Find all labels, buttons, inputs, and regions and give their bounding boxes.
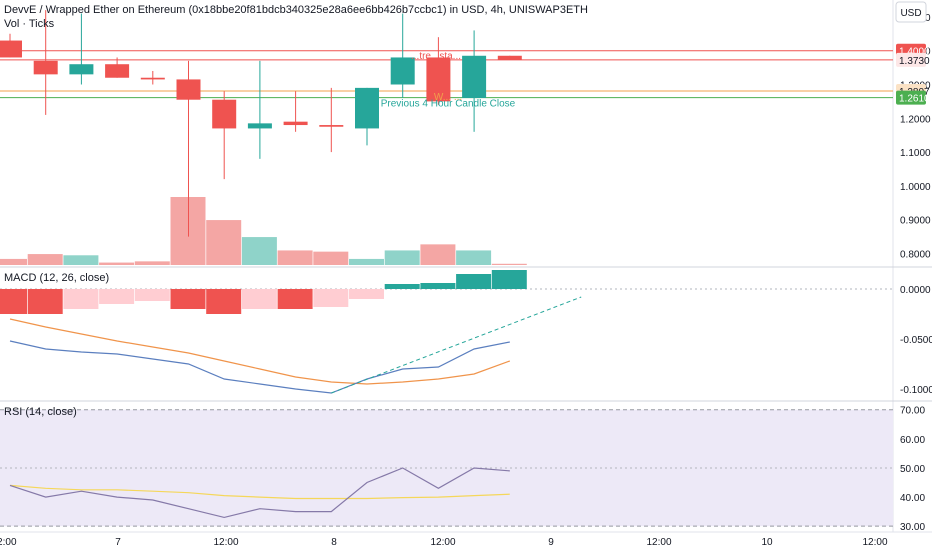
time-tick-label: 9 xyxy=(548,537,554,548)
chart-title: DevvE / Wrapped Ether on Ethereum (0x18b… xyxy=(4,4,588,16)
macd-histogram-bar xyxy=(491,270,527,289)
macd-signal-line xyxy=(9,318,511,385)
price-level-badge[interactable] xyxy=(896,52,926,67)
candle-body[interactable] xyxy=(0,40,22,58)
time-tick-label: 10 xyxy=(761,537,773,548)
macd-histogram-bar xyxy=(277,289,313,309)
rsi-line xyxy=(9,467,510,519)
macd-histogram-bar xyxy=(349,289,384,299)
price-tick-label: 0.8000 xyxy=(900,249,931,260)
price-level-badge-label: 1.4000 xyxy=(899,47,930,58)
candle-body[interactable] xyxy=(69,64,94,75)
volume-bars xyxy=(0,197,527,265)
candle-body[interactable] xyxy=(497,55,522,60)
volume-bar xyxy=(27,254,63,265)
volume-bar xyxy=(63,255,99,265)
price-level-badge-label: 1.2610 xyxy=(899,94,930,105)
macd-histogram-bar xyxy=(27,289,63,314)
rsi-ma-line xyxy=(9,484,510,500)
price-level-badge[interactable] xyxy=(896,90,926,105)
macd-histogram-bar xyxy=(0,289,27,314)
resistance-level-label: ...tre...sta... xyxy=(411,51,461,62)
price-tick-label: 1.1000 xyxy=(900,148,931,159)
candle-body[interactable] xyxy=(462,55,487,99)
volume-bar xyxy=(456,250,492,265)
time-tick-label: 12:00 xyxy=(430,537,455,548)
rsi-tick-label: 30.00 xyxy=(900,522,925,533)
macd-histogram-bar xyxy=(134,289,170,301)
macd-histogram-bar xyxy=(456,274,492,289)
volume-bar xyxy=(0,258,27,265)
volume-bar xyxy=(206,220,242,265)
volume-bar xyxy=(349,258,384,265)
macd-line xyxy=(9,340,510,394)
rsi-series xyxy=(9,467,510,519)
macd-tick-label: -0.1000 xyxy=(900,385,932,396)
currency-button-label: USD xyxy=(900,8,921,19)
macd-histogram-bar xyxy=(384,284,420,289)
macd-histogram-bar xyxy=(170,289,206,309)
volume-legend: Vol · Ticks xyxy=(4,18,55,30)
candle-body[interactable] xyxy=(212,99,237,129)
candle-body[interactable] xyxy=(390,57,415,85)
price-candles[interactable] xyxy=(0,10,522,237)
time-tick-label: 7 xyxy=(115,537,121,548)
rsi-legend: RSI (14, close) xyxy=(4,406,77,418)
volume-bar xyxy=(277,250,313,265)
macd-histogram-bar xyxy=(420,283,456,289)
price-level-badge-label: 1.3730 xyxy=(899,56,930,67)
macd-histogram-bar xyxy=(241,289,277,309)
price-tick-label: 0.9000 xyxy=(900,216,931,227)
candle-body[interactable] xyxy=(140,77,165,80)
macd-histogram-bar xyxy=(206,289,242,314)
macd-legend: MACD (12, 26, close) xyxy=(4,272,109,284)
macd-series xyxy=(0,270,893,394)
volume-bar xyxy=(491,263,527,265)
macd-projection-line xyxy=(331,296,582,394)
rsi-tick-label: 40.00 xyxy=(900,493,925,504)
time-tick-label: 8 xyxy=(331,537,337,548)
candle-body[interactable] xyxy=(105,64,130,78)
volume-bar xyxy=(134,261,170,265)
candle-body[interactable] xyxy=(283,121,308,126)
volume-bar xyxy=(99,262,135,265)
candle-body[interactable] xyxy=(33,60,58,75)
price-tick-label: 1.0000 xyxy=(900,182,931,193)
rsi-tick-label: 50.00 xyxy=(900,464,925,475)
candle-body[interactable] xyxy=(426,57,451,102)
time-tick-label: 12:00 xyxy=(0,537,17,548)
time-tick-label: 12:00 xyxy=(646,537,671,548)
candle-body[interactable] xyxy=(176,79,201,100)
volume-bar xyxy=(241,237,277,265)
orange-level-label: W... ... xyxy=(434,92,462,103)
previous-candle-close-label: Previous 4 Hour Candle Close xyxy=(381,99,516,110)
volume-bar xyxy=(313,251,349,265)
volume-bar xyxy=(420,244,456,265)
candle-body[interactable] xyxy=(319,125,344,127)
macd-histogram-bar xyxy=(99,289,135,304)
rsi-tick-label: 70.00 xyxy=(900,406,925,417)
volume-bar xyxy=(384,250,420,265)
candle-body[interactable] xyxy=(247,123,272,129)
time-tick-label: 12:00 xyxy=(213,537,238,548)
candle-body[interactable] xyxy=(355,87,379,129)
macd-histogram-bar xyxy=(63,289,99,309)
macd-tick-label: -0.0500 xyxy=(900,335,932,346)
price-scale[interactable]: 1.50001.40001.30001.20001.10001.00000.90… xyxy=(896,13,932,533)
macd-tick-label: 0.0000 xyxy=(900,285,931,296)
time-scale[interactable]: 12:00 7 12:00 8 12:00 9 12:00 10 12:00 xyxy=(0,537,888,548)
macd-histogram-bar xyxy=(313,289,349,307)
price-tick-label: 1.2000 xyxy=(900,114,931,125)
currency-button[interactable] xyxy=(895,1,927,23)
time-tick-label: 12:00 xyxy=(862,537,887,548)
rsi-tick-label: 60.00 xyxy=(900,435,925,446)
